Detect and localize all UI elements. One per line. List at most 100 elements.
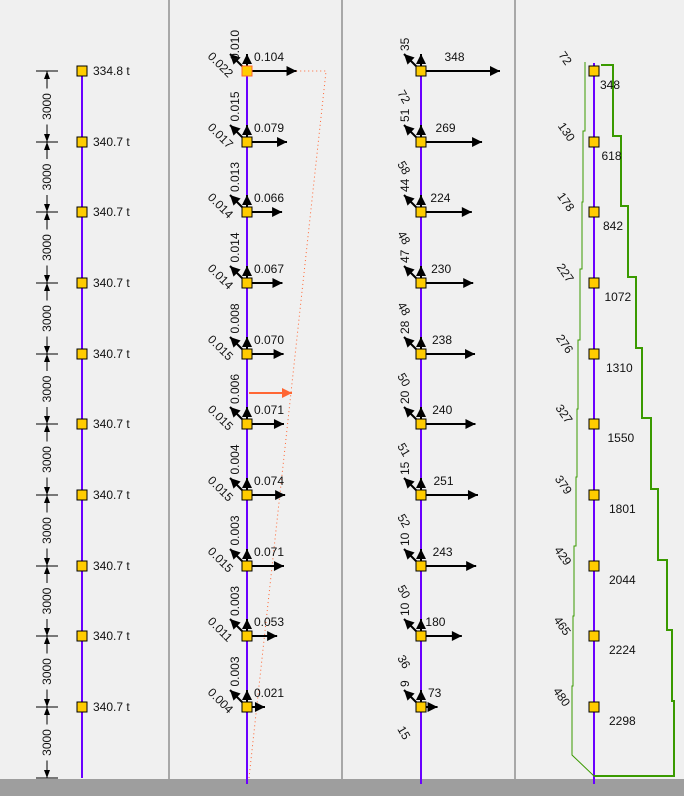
displacement-value: 0.071 [254,545,284,559]
node-marker [241,701,253,713]
dimension-arrow [44,636,50,644]
story-height-label: 3000 [40,729,54,756]
force-arrow-head [465,349,476,359]
axial-value: 379 [552,473,575,498]
node-marker [588,136,600,148]
force-value: 269 [436,121,456,135]
force-arrow-head [463,278,474,288]
node-marker [415,65,427,77]
vertical-arrow-head [416,125,426,135]
story-drift-value: 0.015 [228,91,242,121]
story-drift-value: 0.006 [228,374,242,404]
diagonal-arrow-head [230,690,241,701]
vertical-arrow-head [242,619,252,629]
vertical-arrow-head [416,690,426,700]
dimension-arrow [44,424,50,432]
node-marker [588,348,600,360]
dimension-arrow [44,212,50,220]
diagonal-arrow-head [230,337,241,348]
diagonal-force-value: 58 [394,159,413,178]
diagonal-arrow-head [230,266,241,277]
mass-label: 340.7 t [93,135,130,149]
node-marker [588,65,600,77]
diagonal-force-value: 50 [394,371,413,390]
node-marker [415,489,427,501]
diagonal-arrow-head [404,690,415,701]
story-drift-value: 0.008 [228,303,242,333]
diagonal-force-value: 48 [394,229,413,248]
drift-value: 0.015 [205,544,236,575]
displacement-arrow-head [272,207,283,217]
node-marker [415,206,427,218]
diagonal-arrow-head [404,125,415,136]
vertical-force-value: 10 [398,602,412,616]
axial-value: 72 [556,49,575,68]
force-arrow-head [461,207,472,217]
shear-value: 1550 [608,431,635,445]
node-marker [241,65,253,77]
node-marker [588,560,600,572]
dimension-arrow [44,770,50,778]
axial-value: 276 [553,332,576,357]
diagonal-arrow-head [404,337,415,348]
node-marker [588,489,600,501]
vertical-arrow-head [416,549,426,559]
vertical-arrow-head [242,478,252,488]
dimension-arrow [44,283,50,291]
displacement-arrow-head [267,631,278,641]
drift-value: 0.014 [205,190,236,221]
shear-value: 2224 [609,643,636,657]
vertical-force-value: 51 [398,108,412,122]
vertical-arrow-head [242,195,252,205]
diagonal-arrow-head [404,195,415,206]
displacement-arrow-head [273,419,284,429]
story-height-label: 3000 [40,517,54,544]
shear-value: 348 [600,78,620,92]
shear-value: 1072 [605,290,632,304]
displacement-value: 0.066 [254,191,284,205]
vertical-arrow-head [242,690,252,700]
dimension-arrow [44,487,50,495]
node-marker [241,277,253,289]
axial-value: 480 [550,685,573,710]
axial-value: 178 [554,190,577,215]
force-value: 180 [425,615,445,629]
story-drift-value: 0.014 [228,232,242,262]
node-marker [588,418,600,430]
node-marker [588,277,600,289]
dimension-arrow [44,354,50,362]
diagonal-arrow-head [230,125,241,136]
node-marker [76,65,88,77]
story-height-label: 3000 [40,587,54,614]
story-drift-value: 0.003 [228,586,242,616]
node-marker [241,560,253,572]
node-marker [76,136,88,148]
vertical-arrow-head [416,478,426,488]
dimension-arrow [44,707,50,715]
dimension-arrow [44,71,50,79]
force-value: 243 [433,545,453,559]
displacement-value: 0.079 [254,121,284,135]
story-height-label: 3000 [40,93,54,120]
dimension-arrow [44,628,50,636]
diagonal-force-value: 51 [394,441,413,460]
vertical-arrow-head [416,337,426,347]
node-marker [241,136,253,148]
force-value: 224 [430,191,450,205]
displacement-value: 0.021 [254,686,284,700]
drift-value: 0.015 [205,473,236,504]
story-height-label: 3000 [40,658,54,685]
node-marker [76,348,88,360]
displacement-arrow-head [275,490,286,500]
diagonal-arrow-head [404,407,415,418]
diagonal-arrow-head [230,619,241,630]
axial-value: 227 [554,261,577,286]
diagonal-arrow-head [230,549,241,560]
displacement-arrow-head [277,137,288,147]
vertical-arrow-head [242,337,252,347]
mass-label: 340.7 t [93,629,130,643]
diagonal-arrow-head [230,478,241,489]
vertical-force-value: 44 [398,178,412,192]
dimension-arrow [44,558,50,566]
node-marker [415,277,427,289]
